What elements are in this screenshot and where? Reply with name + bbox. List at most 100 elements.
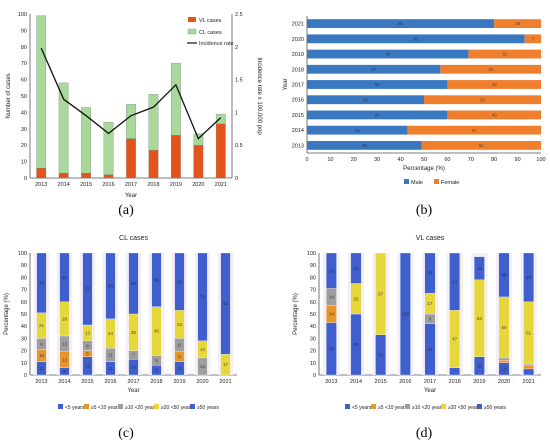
c-xtick-label: 2021	[219, 379, 231, 385]
a-bar-cl	[215, 113, 226, 125]
d-bar-segment	[449, 252, 460, 311]
b-bar-male	[307, 110, 448, 120]
d-ytick-label: 20	[310, 349, 316, 355]
d-xtick-label: 2019	[473, 379, 485, 385]
c-ytick-label: 10	[21, 361, 27, 367]
d-bar-segment	[523, 363, 534, 366]
c-legend-label: ≥5 <10 years	[91, 405, 121, 411]
d-xtick-label: 2013	[325, 379, 337, 385]
b-legend-swatch-male	[404, 179, 409, 184]
c-data-label: 13	[62, 357, 68, 362]
d-legend-label: <5 years	[352, 405, 372, 411]
a-ytick-label: 100	[18, 12, 27, 18]
c-ytick-label: 20	[21, 349, 27, 355]
a-bar-vl	[81, 172, 91, 179]
d-ytick-label: 40	[310, 324, 316, 330]
a-bar-vl	[171, 135, 181, 179]
d-legend-swatch	[345, 404, 350, 409]
c-chart-title: CL cases	[119, 235, 148, 242]
d-ytick-label: 100	[307, 251, 316, 257]
a-y2-axis-title: Incidence rate x 100,000 pop	[256, 57, 262, 135]
d-legend-label: ≥20 <50 years	[448, 405, 480, 411]
b-data-label: 43	[488, 67, 493, 72]
d-xtick-label: 2015	[375, 379, 387, 385]
a-y-axis-title: Number of cases	[6, 73, 12, 118]
d-data-label: 33	[427, 271, 433, 276]
c-bar-segment	[105, 252, 116, 320]
b-bar-male	[307, 80, 448, 89]
a-ytick-label: 10	[21, 160, 27, 166]
b-bar-female	[421, 140, 541, 150]
b-ytick-label: 2014	[292, 128, 304, 134]
c-data-label: 21	[39, 323, 45, 328]
a-ytick-label: 90	[21, 28, 27, 34]
a-xtick-label: 2016	[102, 182, 114, 188]
c-xtick-label: 2020	[196, 379, 208, 385]
d-bar-segment	[523, 368, 534, 376]
c-ytick-label: 40	[21, 324, 27, 330]
d-legend-swatch	[371, 404, 376, 409]
b-xtick-label: 30	[374, 157, 380, 163]
c-data-label: 15	[85, 363, 91, 368]
b-data-label: 51	[479, 143, 484, 148]
b-xtick-label: 50	[421, 157, 427, 163]
d-ytick-label: 90	[310, 263, 316, 269]
b-legend-label-male: Male	[411, 180, 423, 186]
d-data-label: 63	[477, 316, 483, 321]
a-y2tick-label: 2.5	[235, 12, 243, 18]
c-legend-swatch	[84, 404, 89, 409]
a-legend-swatch-vl	[188, 17, 196, 22]
c-data-label: 23	[177, 322, 183, 327]
a-xtick-label: 2014	[58, 182, 70, 188]
d-xtick-label: 2021	[523, 379, 535, 385]
d-data-label: 25	[353, 296, 359, 301]
a-ytick-label: 20	[21, 143, 27, 149]
d-data-label: 51	[526, 331, 532, 336]
c-xtick-label: 2019	[173, 379, 185, 385]
d-bar-segment	[449, 367, 460, 376]
c-data-label: 9	[40, 341, 43, 346]
d-data-label: 100	[402, 312, 410, 317]
b-data-label: 50	[480, 97, 485, 102]
a-legend-label-incidence: Incidence rate	[199, 41, 234, 47]
b-bar-male	[307, 95, 424, 105]
d-data-label: 19	[477, 266, 483, 271]
c-xtick-label: 2014	[58, 379, 70, 385]
c-bar-segment	[36, 252, 47, 313]
c-data-label: 57	[85, 287, 91, 292]
c-data-label: 8	[86, 343, 89, 348]
c-bar-segment	[151, 252, 162, 307]
c-legend-swatch	[154, 404, 159, 409]
d-data-label: 42	[427, 347, 433, 352]
d-legend-swatch	[477, 404, 482, 409]
a-ytick-label: 80	[21, 45, 27, 51]
d-bar-segment	[375, 252, 386, 335]
d-ytick-label: 10	[310, 361, 316, 367]
a-bar-vl	[193, 145, 204, 179]
a-bar-vl	[36, 168, 47, 179]
c-data-label: 13	[85, 331, 91, 336]
b-legend-label-female: Female	[441, 180, 459, 186]
a-bar-vl	[148, 149, 159, 179]
d-bar-segment	[498, 252, 510, 298]
b-data-label: 69	[385, 52, 390, 57]
b-bar-female	[407, 125, 541, 135]
d-legend-label: ≥5 <10 years	[378, 405, 408, 411]
c-data-label: 54	[108, 284, 114, 289]
b-legend-swatch-female	[434, 179, 439, 184]
d-xtick-label: 2017	[424, 379, 436, 385]
c-data-label: 10	[39, 353, 45, 358]
d-ytick-label: 80	[310, 275, 316, 281]
c-bar-segment	[220, 252, 231, 355]
a-bar-vl	[58, 172, 69, 179]
b-data-label: 40	[492, 82, 497, 87]
c-bar-segment	[82, 252, 93, 326]
a-legend-label-vl: VL cases	[199, 18, 222, 24]
c-legend-swatch	[118, 404, 123, 409]
c-xtick-label: 2016	[104, 379, 116, 385]
a-bar-vl	[103, 174, 114, 179]
b-data-label: 80	[398, 21, 403, 26]
c-ytick-label: 0	[24, 373, 27, 379]
b-data-label: 60	[375, 82, 380, 87]
a-incidence-line	[40, 47, 222, 140]
